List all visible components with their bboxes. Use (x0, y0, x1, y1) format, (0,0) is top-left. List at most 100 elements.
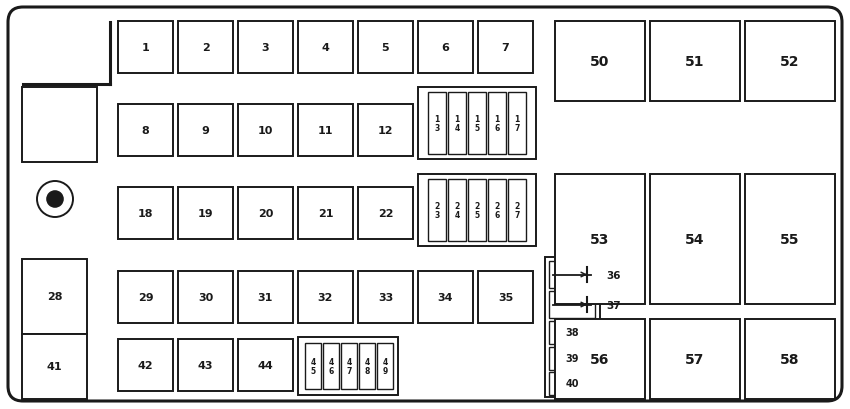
Text: 44: 44 (258, 360, 274, 370)
Text: 35: 35 (498, 292, 513, 302)
Text: 54: 54 (685, 232, 705, 246)
Bar (549, 321, 595, 344)
FancyBboxPatch shape (8, 8, 842, 401)
Bar (118, 339, 173, 391)
Text: 19: 19 (198, 209, 213, 218)
Text: 29: 29 (138, 292, 153, 302)
Bar (418, 88, 536, 160)
Text: 52: 52 (780, 55, 800, 69)
Bar (428, 93, 446, 155)
Bar (305, 343, 321, 389)
Text: 18: 18 (138, 209, 153, 218)
Bar (549, 261, 595, 288)
Text: 31: 31 (258, 292, 273, 302)
Text: 57: 57 (685, 352, 705, 366)
Bar (178, 105, 233, 157)
Bar (298, 337, 398, 395)
Text: 11: 11 (318, 126, 333, 136)
Bar (341, 343, 357, 389)
Bar (468, 180, 486, 241)
Text: 4
8: 4 8 (365, 357, 370, 375)
Bar (359, 343, 375, 389)
Text: 2
7: 2 7 (514, 202, 519, 220)
Bar (358, 188, 413, 239)
Text: 1
5: 1 5 (474, 115, 479, 133)
Bar (549, 291, 595, 318)
Text: 32: 32 (318, 292, 333, 302)
Bar (650, 319, 740, 399)
Bar (468, 93, 486, 155)
Circle shape (47, 191, 63, 208)
Text: 4: 4 (321, 43, 330, 53)
Text: 10: 10 (258, 126, 273, 136)
Bar (22, 259, 87, 334)
Text: 50: 50 (590, 55, 609, 69)
Bar (118, 188, 173, 239)
Text: 8: 8 (142, 126, 150, 136)
Text: 37: 37 (606, 300, 620, 310)
Bar (298, 105, 353, 157)
Bar (358, 22, 413, 74)
Text: 33: 33 (378, 292, 393, 302)
Bar (428, 180, 446, 241)
Text: 1
4: 1 4 (455, 115, 460, 133)
Text: 2: 2 (201, 43, 209, 53)
Bar (238, 22, 293, 74)
Circle shape (37, 182, 73, 218)
Bar (118, 22, 173, 74)
Text: 4
5: 4 5 (310, 357, 315, 375)
Bar (377, 343, 393, 389)
Bar (358, 105, 413, 157)
Text: 42: 42 (138, 360, 153, 370)
Text: 7: 7 (502, 43, 509, 53)
Bar (478, 22, 533, 74)
Bar (650, 22, 740, 102)
Bar (448, 180, 466, 241)
Bar (238, 339, 293, 391)
Text: 2
3: 2 3 (434, 202, 439, 220)
Text: 51: 51 (685, 55, 705, 69)
Bar (418, 22, 473, 74)
Text: 39: 39 (565, 354, 579, 364)
Text: 22: 22 (377, 209, 394, 218)
Text: 1
6: 1 6 (495, 115, 500, 133)
Bar (298, 22, 353, 74)
Text: 9: 9 (201, 126, 209, 136)
Text: 21: 21 (318, 209, 333, 218)
Text: 28: 28 (47, 292, 62, 302)
Text: 1
3: 1 3 (434, 115, 439, 133)
Bar (488, 180, 506, 241)
Bar (555, 319, 645, 399)
Bar (478, 271, 533, 323)
Bar (323, 343, 339, 389)
Bar (745, 22, 835, 102)
Bar (555, 175, 645, 304)
Bar (448, 93, 466, 155)
Text: 4
9: 4 9 (382, 357, 388, 375)
Bar (488, 93, 506, 155)
Bar (238, 188, 293, 239)
Text: 1
7: 1 7 (514, 115, 519, 133)
Text: 55: 55 (780, 232, 800, 246)
Text: 30: 30 (198, 292, 213, 302)
Text: 38: 38 (565, 328, 579, 338)
Bar (118, 105, 173, 157)
Text: 56: 56 (590, 352, 609, 366)
Bar (418, 271, 473, 323)
Text: 20: 20 (258, 209, 273, 218)
Bar (508, 180, 526, 241)
Text: 2
6: 2 6 (495, 202, 500, 220)
Bar (745, 175, 835, 304)
Bar (238, 105, 293, 157)
Text: 4
7: 4 7 (346, 357, 352, 375)
Bar (555, 22, 645, 102)
Text: 12: 12 (377, 126, 394, 136)
Bar (298, 188, 353, 239)
Text: 4
6: 4 6 (328, 357, 333, 375)
Text: 6: 6 (441, 43, 450, 53)
Bar (178, 22, 233, 74)
Bar (22, 334, 87, 399)
Bar (358, 271, 413, 323)
Text: 1: 1 (142, 43, 150, 53)
Bar (418, 175, 536, 246)
